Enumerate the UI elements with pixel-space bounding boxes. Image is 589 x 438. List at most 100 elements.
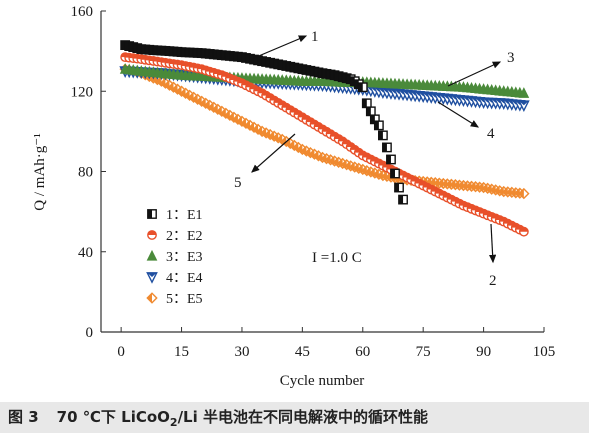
data-point-fill <box>326 70 331 79</box>
data-point-fill <box>507 187 512 198</box>
data-point-fill <box>382 171 387 182</box>
legend-marker-fill <box>147 209 152 219</box>
data-point-fill <box>124 41 130 51</box>
data-point-fill <box>249 55 255 64</box>
legend-label: 3：E3 <box>166 250 203 265</box>
x-tick-label: 75 <box>416 344 431 360</box>
data-point-fill <box>141 45 146 54</box>
data-point-fill <box>173 47 178 56</box>
data-point-fill <box>374 169 379 180</box>
data-point-fill <box>318 68 323 78</box>
data-point-fill <box>362 99 367 108</box>
data-point-fill <box>189 48 194 57</box>
data-point-fill <box>350 77 355 86</box>
data-point-fill <box>273 133 279 143</box>
data-point-fill <box>149 45 154 55</box>
data-point-fill <box>334 72 339 81</box>
data-point-fill <box>386 172 391 182</box>
data-point-fill <box>490 185 496 195</box>
data-point-fill <box>129 42 134 52</box>
data-point-fill <box>133 43 138 53</box>
data-point-fill <box>205 49 210 59</box>
legend-marker <box>146 249 158 261</box>
annotation-label-1: 1 <box>311 29 319 45</box>
data-point-fill <box>245 54 251 63</box>
data-point-fill <box>515 188 520 198</box>
data-point-fill <box>298 64 303 74</box>
data-point-fill <box>261 128 267 138</box>
data-point-fill <box>290 63 295 72</box>
data-point-fill <box>325 155 331 165</box>
data-point-fill <box>330 71 335 80</box>
data-point-fill <box>265 58 271 67</box>
caption-text-rest: /Li 半电池在不同电解液中的循环性能 <box>177 408 428 426</box>
data-point-fill <box>225 51 230 61</box>
condition-label: I =1.0 C <box>312 250 362 266</box>
data-point-fill <box>253 56 259 65</box>
data-point-fill <box>185 48 190 57</box>
data-point-fill <box>342 74 347 83</box>
data-point-fill <box>370 115 375 124</box>
data-point-fill <box>217 50 222 60</box>
legend-label: 1：E1 <box>166 208 203 223</box>
data-point-fill <box>310 67 315 76</box>
data-point-fill <box>157 46 162 55</box>
data-point-fill <box>321 153 327 164</box>
x-axis-title: Cycle number <box>280 373 365 389</box>
data-point-fill <box>269 59 275 68</box>
legend-item: 3：E3 <box>146 249 203 265</box>
legend-label: 5：E5 <box>166 292 203 307</box>
data-point-fill <box>145 45 150 54</box>
annotation-label-5: 5 <box>234 175 242 191</box>
legend-marker-fill <box>147 293 152 303</box>
y-tick-label: 160 <box>71 4 94 20</box>
series-1 <box>120 40 408 205</box>
annotations: 1 2 3 4 5 <box>234 29 515 289</box>
legend-label: 2：E2 <box>166 229 203 244</box>
data-point-fill <box>193 48 198 58</box>
data-point-fill <box>282 61 287 71</box>
data-point-fill <box>466 181 472 192</box>
data-point-fill <box>329 156 335 166</box>
caption-figure-label: 图 3 <box>8 408 39 426</box>
data-point-fill <box>309 149 315 159</box>
data-point-fill <box>470 182 476 192</box>
legend-item: 2：E2 <box>147 229 203 244</box>
data-point-fill <box>346 75 351 84</box>
data-point-fill <box>297 144 303 155</box>
data-point-fill <box>201 49 206 58</box>
data-point-fill <box>241 53 246 63</box>
x-tick-label: 30 <box>234 344 249 360</box>
x-tick-label: 60 <box>355 344 370 360</box>
data-point-fill <box>454 180 460 190</box>
y-tick-label: 0 <box>86 325 94 341</box>
data-point-fill <box>269 131 275 141</box>
data-point-fill <box>278 60 283 70</box>
data-point-fill <box>350 162 355 172</box>
data-point-fill <box>341 159 347 170</box>
data-point-fill <box>450 180 456 190</box>
data-point-fill <box>462 181 468 191</box>
legend-item: 1：E1 <box>147 208 203 223</box>
data-point-fill <box>430 178 436 188</box>
data-point-fill <box>305 147 311 158</box>
legend-marker-fill <box>147 230 157 235</box>
data-point-fill <box>354 80 359 89</box>
data-point-fill <box>137 44 142 54</box>
data-point-fill <box>233 52 238 61</box>
legend-item: 5：E5 <box>146 292 203 307</box>
data-point-fill <box>165 46 170 56</box>
data-point-fill <box>314 68 319 77</box>
data-point-fill <box>478 182 484 193</box>
data-point-fill <box>181 48 186 57</box>
data-point-fill <box>177 47 182 57</box>
data-point-fill <box>313 151 319 161</box>
x-tick-label: 0 <box>117 344 125 360</box>
annotation-arrow-1 <box>253 35 308 59</box>
data-point-fill <box>301 146 307 156</box>
y-axis-title: Q / mAh·g⁻¹ <box>32 133 48 210</box>
data-point-fill <box>394 183 400 192</box>
caption-subscript: 2 <box>169 416 178 429</box>
